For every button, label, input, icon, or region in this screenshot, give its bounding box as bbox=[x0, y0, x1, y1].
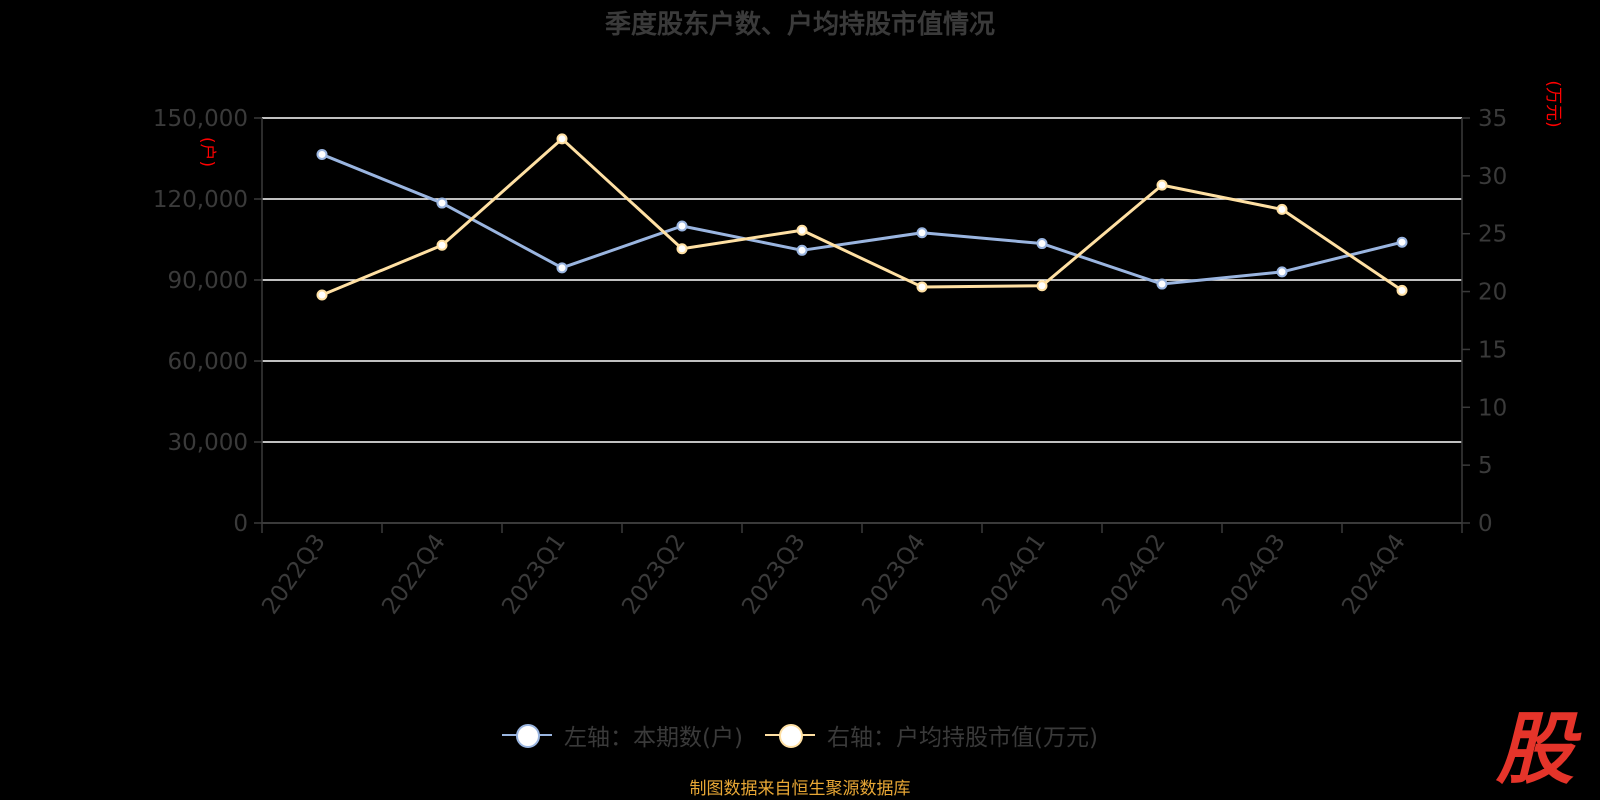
x-axis-tick-label: 2022Q4 bbox=[377, 530, 451, 620]
right-axis-tick-label: 20 bbox=[1478, 280, 1507, 306]
grid-lines bbox=[262, 117, 1462, 443]
data-point-right[interactable] bbox=[556, 133, 568, 145]
data-point-right[interactable] bbox=[316, 289, 328, 301]
series-line-left bbox=[321, 153, 1403, 286]
left-axis-tick-label: 120,000 bbox=[153, 187, 248, 213]
series-layer bbox=[316, 133, 1408, 301]
x-axis-tick-label: 2024Q1 bbox=[977, 530, 1051, 620]
right-axis-tick-label: 0 bbox=[1478, 511, 1493, 537]
data-point-left[interactable] bbox=[1036, 238, 1048, 250]
x-axis-tick-label: 2023Q3 bbox=[737, 530, 811, 620]
data-point-right[interactable] bbox=[1156, 179, 1168, 191]
legend: 左轴：本期数(户) 右轴：户均持股市值(万元) bbox=[0, 718, 1600, 752]
data-point-right[interactable] bbox=[916, 281, 928, 293]
right-axis-tick-label: 30 bbox=[1478, 164, 1507, 190]
right-axis-unit: (万元) bbox=[1543, 80, 1563, 127]
x-axis-tick-label: 2023Q1 bbox=[497, 530, 571, 620]
data-source-note: 制图数据来自恒生聚源数据库 bbox=[689, 779, 911, 799]
legend-item-right[interactable]: 右轴：户均持股市值(万元) bbox=[765, 718, 1098, 752]
brand-logo: 股 bbox=[1495, 705, 1574, 795]
left-axis-tick-label: 90,000 bbox=[168, 268, 248, 294]
left-axis-tick-label: 60,000 bbox=[168, 349, 248, 375]
legend-swatch-left bbox=[502, 723, 553, 748]
chart-title: 季度股东户数、户均持股市值情况 bbox=[604, 10, 995, 40]
data-point-left[interactable] bbox=[676, 220, 688, 232]
right-axis-tick-label: 5 bbox=[1478, 453, 1493, 479]
x-axis-tick-label: 2023Q4 bbox=[857, 530, 931, 620]
left-axis-tick-label: 150,000 bbox=[153, 106, 248, 132]
left-axis-tick-label: 30,000 bbox=[168, 430, 248, 456]
x-axis-tick-label: 2024Q4 bbox=[1337, 530, 1411, 620]
x-axis-tick-label: 2024Q3 bbox=[1217, 530, 1291, 620]
series-line-right bbox=[321, 137, 1403, 297]
data-point-left[interactable] bbox=[1156, 278, 1168, 290]
legend-item-left[interactable]: 左轴：本期数(户) bbox=[502, 718, 743, 752]
data-point-right[interactable] bbox=[1396, 284, 1408, 296]
legend-label-left: 左轴：本期数(户) bbox=[564, 725, 743, 751]
x-axis-tick-label: 2023Q2 bbox=[617, 530, 691, 620]
data-point-right[interactable] bbox=[676, 243, 688, 255]
data-point-left[interactable] bbox=[316, 148, 328, 160]
x-axis-tick-label: 2022Q3 bbox=[257, 530, 331, 620]
x-axis-tick-label: 2024Q2 bbox=[1097, 530, 1171, 620]
right-axis-tick-label: 25 bbox=[1478, 222, 1507, 248]
data-point-left[interactable] bbox=[796, 244, 808, 256]
legend-label-right: 右轴：户均持股市值(万元) bbox=[827, 725, 1098, 751]
data-point-right[interactable] bbox=[1276, 203, 1288, 215]
left-axis-tick-label: 0 bbox=[233, 511, 248, 537]
data-point-right[interactable] bbox=[796, 224, 808, 236]
legend-swatch-right bbox=[765, 723, 815, 748]
data-point-right[interactable] bbox=[1036, 280, 1048, 292]
data-point-left[interactable] bbox=[916, 227, 928, 239]
right-axis-tick-label: 35 bbox=[1478, 106, 1507, 132]
axes: 0 30,000 60,000 90,000 120,000 150,000 0 5 10 15 2… bbox=[153, 80, 1563, 619]
right-axis-tick-label: 15 bbox=[1478, 337, 1507, 363]
right-axis-tick-label: 10 bbox=[1478, 395, 1507, 421]
data-point-left[interactable] bbox=[556, 262, 568, 274]
left-axis-unit: (户) bbox=[197, 137, 217, 167]
data-point-left[interactable] bbox=[436, 197, 448, 209]
data-point-left[interactable] bbox=[1396, 236, 1408, 248]
data-point-left[interactable] bbox=[1276, 266, 1288, 278]
data-point-right[interactable] bbox=[436, 239, 448, 251]
